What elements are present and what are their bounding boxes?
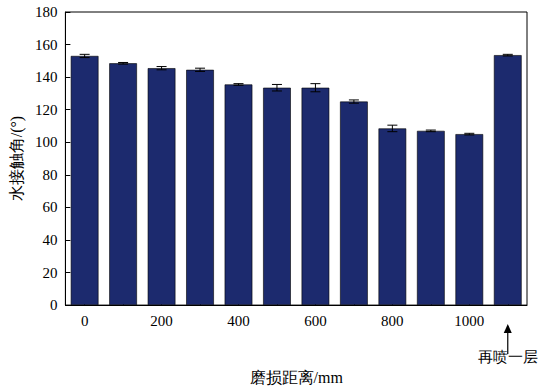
svg-text:0: 0 bbox=[50, 297, 58, 313]
svg-text:200: 200 bbox=[150, 313, 173, 329]
svg-text:800: 800 bbox=[381, 313, 404, 329]
svg-text:140: 140 bbox=[35, 69, 58, 85]
svg-text:0: 0 bbox=[81, 313, 89, 329]
svg-text:100: 100 bbox=[35, 134, 58, 150]
svg-text:400: 400 bbox=[227, 313, 250, 329]
svg-text:1000: 1000 bbox=[454, 313, 484, 329]
svg-text:180: 180 bbox=[35, 4, 58, 20]
svg-text:60: 60 bbox=[42, 199, 57, 215]
svg-text:磨损距离/mm: 磨损距离/mm bbox=[250, 369, 344, 386]
svg-text:40: 40 bbox=[42, 232, 57, 248]
svg-text:160: 160 bbox=[35, 37, 58, 53]
svg-text:80: 80 bbox=[42, 167, 57, 183]
svg-text:120: 120 bbox=[35, 102, 58, 118]
svg-text:20: 20 bbox=[42, 265, 57, 281]
svg-text:水接触角/(°): 水接触角/(°) bbox=[8, 116, 26, 202]
svg-text:600: 600 bbox=[304, 313, 327, 329]
svg-text:再喷一层: 再喷一层 bbox=[478, 349, 538, 365]
